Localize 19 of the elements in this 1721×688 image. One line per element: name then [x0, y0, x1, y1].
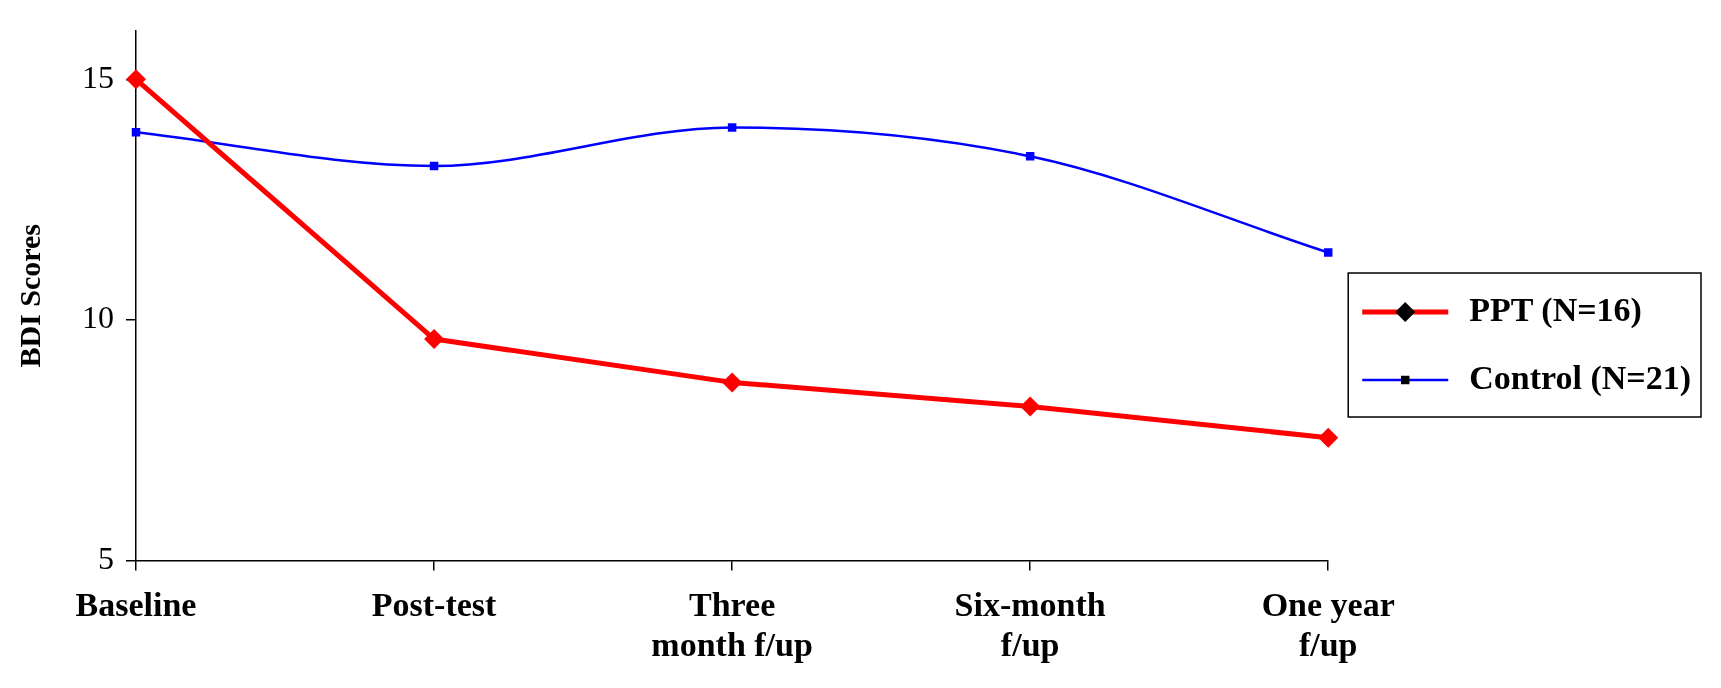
y-tick-label: 15	[82, 58, 114, 95]
x-tick-label: Six-month f/up	[954, 585, 1106, 664]
point	[126, 69, 146, 90]
x-tick-label: One year f/up	[1261, 585, 1395, 664]
point	[1025, 152, 1035, 161]
point	[1318, 427, 1339, 448]
y-axis-title: BDI Scores	[12, 223, 46, 368]
x-tick-label: Three month f/up	[651, 585, 813, 664]
legend-label: Control (N=21)	[1469, 358, 1691, 397]
point	[1020, 396, 1041, 417]
point	[722, 372, 743, 393]
legend-label: PPT (N=16)	[1469, 290, 1642, 329]
point	[1323, 248, 1333, 257]
point	[727, 123, 737, 132]
y-tick-label: 10	[82, 299, 114, 336]
x-tick-label: Post-test	[371, 585, 498, 623]
point	[424, 329, 445, 350]
x-tick-label: Baseline	[75, 585, 197, 623]
y-tick-label: 5	[98, 539, 114, 576]
